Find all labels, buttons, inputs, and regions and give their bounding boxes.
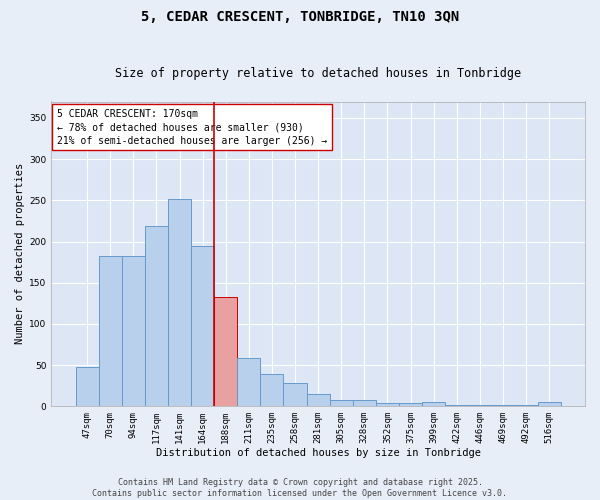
Bar [445, 404, 469, 406]
Bar [422, 402, 445, 406]
Bar [329, 400, 353, 406]
Title: Size of property relative to detached houses in Tonbridge: Size of property relative to detached ho… [115, 66, 521, 80]
Bar [260, 374, 283, 406]
Bar [399, 403, 422, 406]
Text: Contains HM Land Registry data © Crown copyright and database right 2025.
Contai: Contains HM Land Registry data © Crown c… [92, 478, 508, 498]
Bar [307, 394, 329, 406]
Bar [168, 198, 191, 406]
Bar [214, 296, 237, 406]
Bar [237, 358, 260, 406]
X-axis label: Distribution of detached houses by size in Tonbridge: Distribution of detached houses by size … [155, 448, 481, 458]
Bar [76, 366, 98, 406]
Bar [283, 383, 307, 406]
Bar [538, 402, 561, 406]
Bar [376, 403, 399, 406]
Bar [145, 226, 168, 406]
Bar [98, 256, 122, 406]
Bar [353, 400, 376, 406]
Bar [191, 246, 214, 406]
Bar [122, 256, 145, 406]
Text: 5, CEDAR CRESCENT, TONBRIDGE, TN10 3QN: 5, CEDAR CRESCENT, TONBRIDGE, TN10 3QN [141, 10, 459, 24]
Text: 5 CEDAR CRESCENT: 170sqm
← 78% of detached houses are smaller (930)
21% of semi-: 5 CEDAR CRESCENT: 170sqm ← 78% of detach… [56, 109, 327, 146]
Y-axis label: Number of detached properties: Number of detached properties [15, 163, 25, 344]
